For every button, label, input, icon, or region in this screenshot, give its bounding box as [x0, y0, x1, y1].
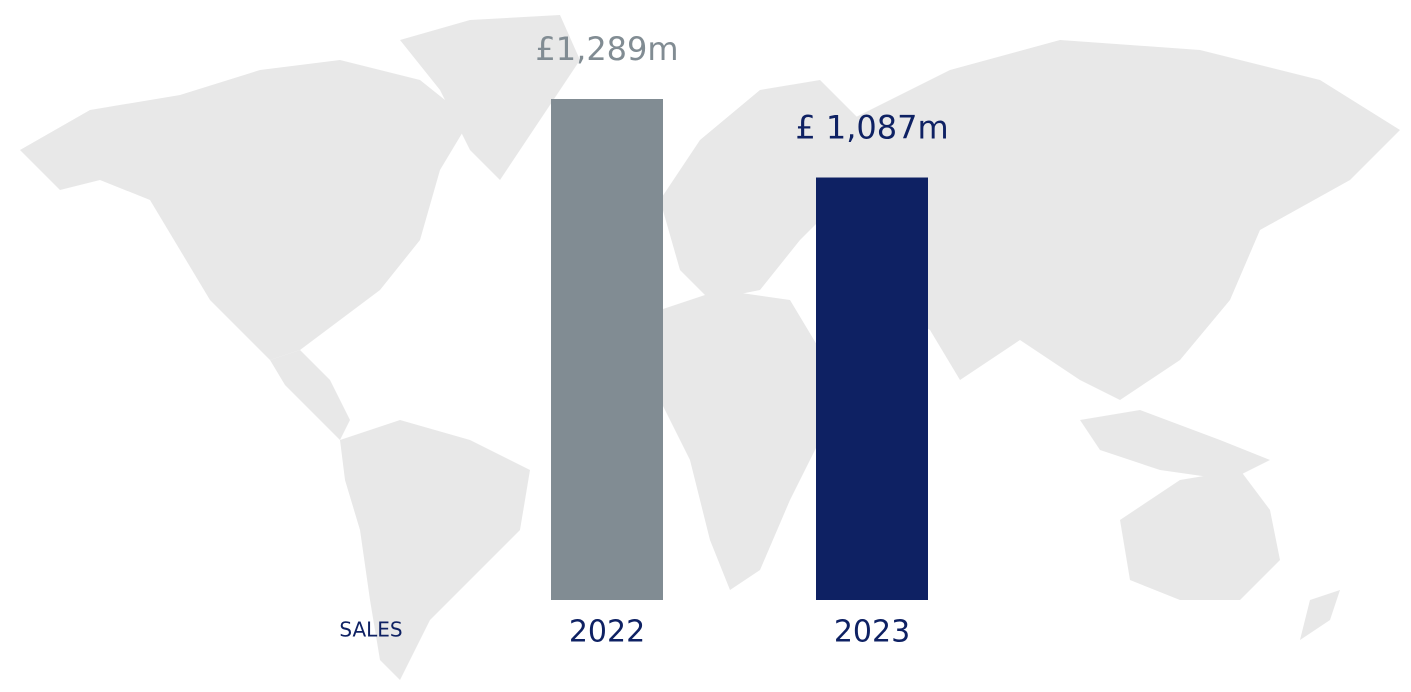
world-map-background — [20, 15, 1400, 680]
x-tick-label: 2022 — [569, 615, 645, 650]
axis-label: SALES — [339, 618, 402, 642]
bar — [551, 99, 663, 600]
value-label: £1,289m — [535, 30, 678, 68]
bar — [816, 177, 928, 600]
value-label: £ 1,087m — [795, 109, 948, 147]
x-tick-label: 2023 — [834, 615, 910, 650]
